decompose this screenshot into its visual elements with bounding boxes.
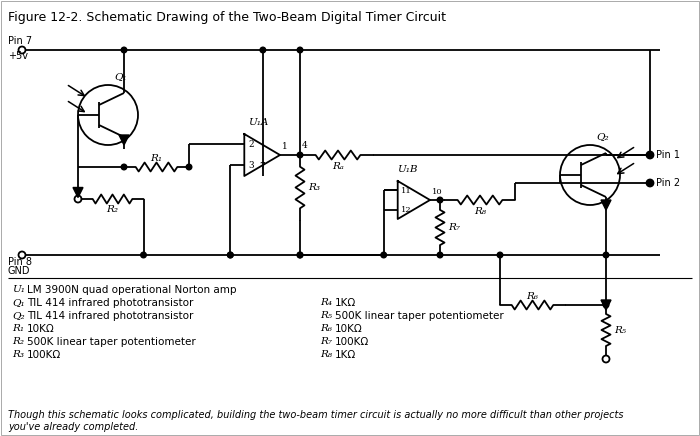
Polygon shape: [73, 187, 83, 198]
Text: 500K linear taper potentiometer: 500K linear taper potentiometer: [335, 311, 504, 321]
Circle shape: [438, 197, 443, 203]
Text: Q₂: Q₂: [12, 311, 24, 320]
Text: U₁A: U₁A: [248, 118, 269, 127]
Text: TIL 414 infrared phototransistor: TIL 414 infrared phototransistor: [27, 298, 193, 308]
Text: Though this schematic looks complicated, building the two-beam timer circuit is : Though this schematic looks complicated,…: [8, 410, 624, 432]
Text: U₁: U₁: [12, 285, 25, 294]
Text: R₇: R₇: [320, 337, 332, 346]
Text: R₁: R₁: [12, 324, 24, 333]
Circle shape: [497, 252, 503, 258]
Text: Q₁: Q₁: [114, 72, 127, 81]
Text: LM 3900N quad operational Norton amp: LM 3900N quad operational Norton amp: [27, 285, 237, 295]
Circle shape: [298, 252, 303, 258]
Text: Pin 8: Pin 8: [8, 257, 32, 267]
Text: +5v: +5v: [8, 51, 28, 61]
Circle shape: [648, 152, 653, 158]
Text: Figure 12-2. Schematic Drawing of the Two-Beam Digital Timer Circuit: Figure 12-2. Schematic Drawing of the Tw…: [8, 11, 446, 24]
Polygon shape: [601, 300, 611, 310]
Text: R₅: R₅: [320, 311, 332, 320]
Polygon shape: [119, 135, 129, 145]
Text: R₆: R₆: [526, 292, 538, 300]
Text: 500K linear taper potentiometer: 500K linear taper potentiometer: [27, 337, 196, 347]
Text: R₆: R₆: [320, 324, 332, 333]
Circle shape: [121, 47, 127, 53]
Text: R₈: R₈: [320, 350, 332, 359]
Text: 10: 10: [432, 188, 442, 196]
Text: 2: 2: [248, 140, 254, 149]
Text: 3: 3: [248, 161, 254, 170]
Circle shape: [381, 252, 386, 258]
Text: Q₂: Q₂: [596, 132, 608, 141]
Text: R₂: R₂: [12, 337, 24, 346]
Text: 100KΩ: 100KΩ: [335, 337, 370, 347]
Text: R₇: R₇: [448, 223, 460, 232]
Text: 1KΩ: 1KΩ: [335, 298, 356, 308]
Text: 10KΩ: 10KΩ: [335, 324, 363, 334]
Circle shape: [438, 252, 443, 258]
Text: 10KΩ: 10KΩ: [27, 324, 55, 334]
Text: R₃: R₃: [12, 350, 24, 359]
Circle shape: [121, 164, 127, 170]
Text: GND: GND: [8, 266, 31, 276]
Circle shape: [603, 252, 609, 258]
Circle shape: [260, 47, 266, 53]
Circle shape: [648, 180, 653, 186]
Circle shape: [141, 252, 146, 258]
Text: 4: 4: [302, 141, 308, 150]
Text: Pin 1: Pin 1: [656, 150, 680, 160]
Text: Pin 2: Pin 2: [656, 178, 680, 188]
Circle shape: [603, 302, 609, 308]
Text: Pin 7: Pin 7: [8, 36, 32, 46]
Text: U₁B: U₁B: [397, 165, 418, 174]
Circle shape: [298, 152, 303, 158]
Circle shape: [648, 152, 653, 158]
Text: 12: 12: [400, 205, 412, 214]
Text: R₁: R₁: [150, 153, 162, 163]
Text: TIL 414 infrared phototransistor: TIL 414 infrared phototransistor: [27, 311, 193, 321]
Circle shape: [298, 252, 303, 258]
Text: 1: 1: [282, 142, 288, 151]
Text: R₃: R₃: [308, 183, 320, 192]
Circle shape: [186, 164, 192, 170]
Text: R₅: R₅: [614, 326, 626, 334]
Text: 1KΩ: 1KΩ: [335, 350, 356, 360]
Text: 11: 11: [400, 187, 412, 194]
Text: R₄: R₄: [320, 298, 332, 307]
Text: Q₁: Q₁: [12, 298, 24, 307]
Text: R₈: R₈: [474, 207, 486, 215]
Text: Rₐ: Rₐ: [332, 161, 344, 170]
Text: R₂: R₂: [106, 204, 118, 214]
Text: 100KΩ: 100KΩ: [27, 350, 62, 360]
Circle shape: [228, 252, 233, 258]
Polygon shape: [601, 200, 611, 210]
Circle shape: [228, 252, 233, 258]
Text: 7: 7: [259, 161, 265, 170]
Circle shape: [298, 47, 303, 53]
